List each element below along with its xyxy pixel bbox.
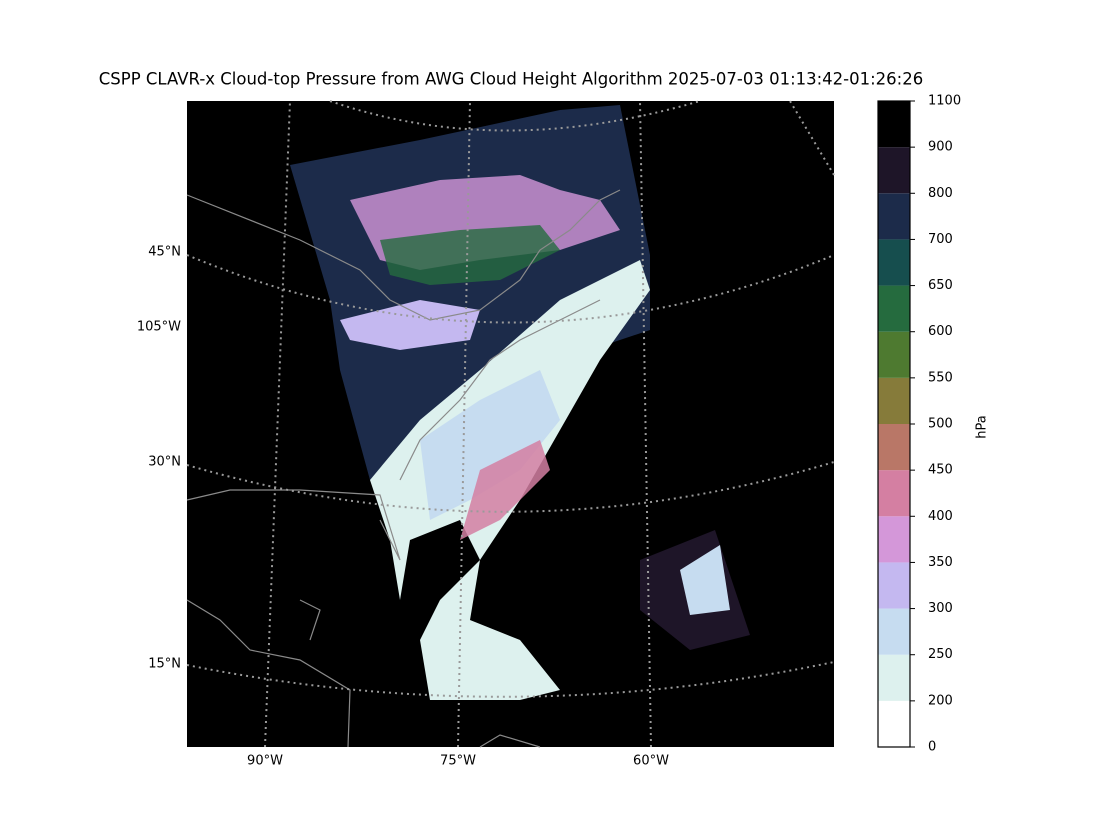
lon-label: 75°W xyxy=(440,754,476,769)
colorbar-bin xyxy=(878,377,910,424)
colorbar-bin xyxy=(878,239,910,286)
colorbar-tick-label: 600 xyxy=(928,324,953,339)
colorbar-bin xyxy=(878,516,910,563)
colorbar-bin xyxy=(878,654,910,701)
colorbar-bin xyxy=(878,101,910,148)
cloud xyxy=(380,225,560,285)
graticule xyxy=(186,100,835,748)
colorbar-tick-label: 1100 xyxy=(928,94,961,109)
colorbar-bin xyxy=(878,193,910,240)
colorbar-tick-label: 500 xyxy=(928,417,953,432)
colorbar-bin xyxy=(878,470,910,517)
cloud xyxy=(340,300,480,350)
colorbar-tick-label: 0 xyxy=(928,740,936,755)
colorbar-tick-label: 800 xyxy=(928,186,953,201)
colorbar-tick-label: 250 xyxy=(928,647,953,662)
colorbar-label: hPa xyxy=(975,415,990,438)
colorbar-bin xyxy=(878,700,910,747)
colorbar-tick-label: 350 xyxy=(928,555,953,570)
title: CSPP CLAVR-x Cloud-top Pressure from AWG… xyxy=(99,70,923,89)
colorbar-tick-label: 700 xyxy=(928,232,953,247)
lat-label: 105°W xyxy=(137,320,181,335)
lat-label: 45°N xyxy=(148,245,181,260)
colorbar-tick-label: 650 xyxy=(928,278,953,293)
lat-label: 30°N xyxy=(148,455,181,470)
lon-label: 60°W xyxy=(633,754,669,769)
colorbar-bin xyxy=(878,147,910,194)
coastline xyxy=(186,189,621,748)
colorbar-tick-label: 450 xyxy=(928,463,953,478)
cloud xyxy=(420,370,560,520)
cloud xyxy=(680,545,730,615)
cloud xyxy=(460,440,550,540)
colorbar-bin xyxy=(878,331,910,378)
colorbar-bin xyxy=(878,608,910,655)
map: 45°N 105°W 30°N 15°N 90°W 75°W 60°W xyxy=(137,100,835,769)
lat-label: 15°N xyxy=(148,657,181,672)
lon-label: 90°W xyxy=(247,754,283,769)
colorbar-tick-label: 200 xyxy=(928,693,953,708)
colorbar-bin xyxy=(878,562,910,609)
colorbar-bin xyxy=(878,424,910,471)
colorbar-tick-label: 400 xyxy=(928,509,953,524)
colorbar-tick-label: 550 xyxy=(928,370,953,385)
colorbar-tick-label: 900 xyxy=(928,140,953,155)
colorbar: 0 200 250 300 350 400 450 500 550 600 650 700 800 900… xyxy=(877,94,990,755)
colorbar-tick-label: 300 xyxy=(928,601,953,616)
colorbar-bin xyxy=(878,285,910,332)
